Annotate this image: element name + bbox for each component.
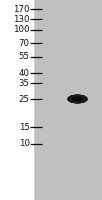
Text: 55: 55 bbox=[19, 52, 30, 61]
Ellipse shape bbox=[70, 96, 83, 102]
Text: 15: 15 bbox=[19, 122, 30, 132]
Ellipse shape bbox=[73, 97, 82, 101]
Text: 10: 10 bbox=[19, 140, 30, 148]
Ellipse shape bbox=[69, 95, 87, 103]
Ellipse shape bbox=[69, 96, 84, 102]
Text: 35: 35 bbox=[19, 78, 30, 88]
Text: 40: 40 bbox=[19, 68, 30, 77]
Ellipse shape bbox=[70, 96, 86, 102]
Ellipse shape bbox=[71, 96, 85, 102]
Text: 170: 170 bbox=[13, 4, 30, 14]
Ellipse shape bbox=[69, 95, 86, 103]
Ellipse shape bbox=[70, 96, 83, 102]
Ellipse shape bbox=[69, 95, 86, 103]
Ellipse shape bbox=[79, 97, 84, 101]
Bar bbox=[0, 0, 33, 200]
Ellipse shape bbox=[68, 95, 87, 103]
Ellipse shape bbox=[68, 95, 86, 103]
Text: 130: 130 bbox=[13, 15, 30, 23]
Text: 100: 100 bbox=[13, 25, 30, 34]
Text: 70: 70 bbox=[19, 38, 30, 47]
Text: 25: 25 bbox=[19, 95, 30, 104]
Ellipse shape bbox=[72, 96, 85, 102]
Ellipse shape bbox=[70, 96, 84, 102]
Ellipse shape bbox=[68, 95, 87, 103]
Ellipse shape bbox=[72, 96, 85, 102]
Ellipse shape bbox=[71, 96, 86, 102]
Ellipse shape bbox=[69, 96, 85, 102]
